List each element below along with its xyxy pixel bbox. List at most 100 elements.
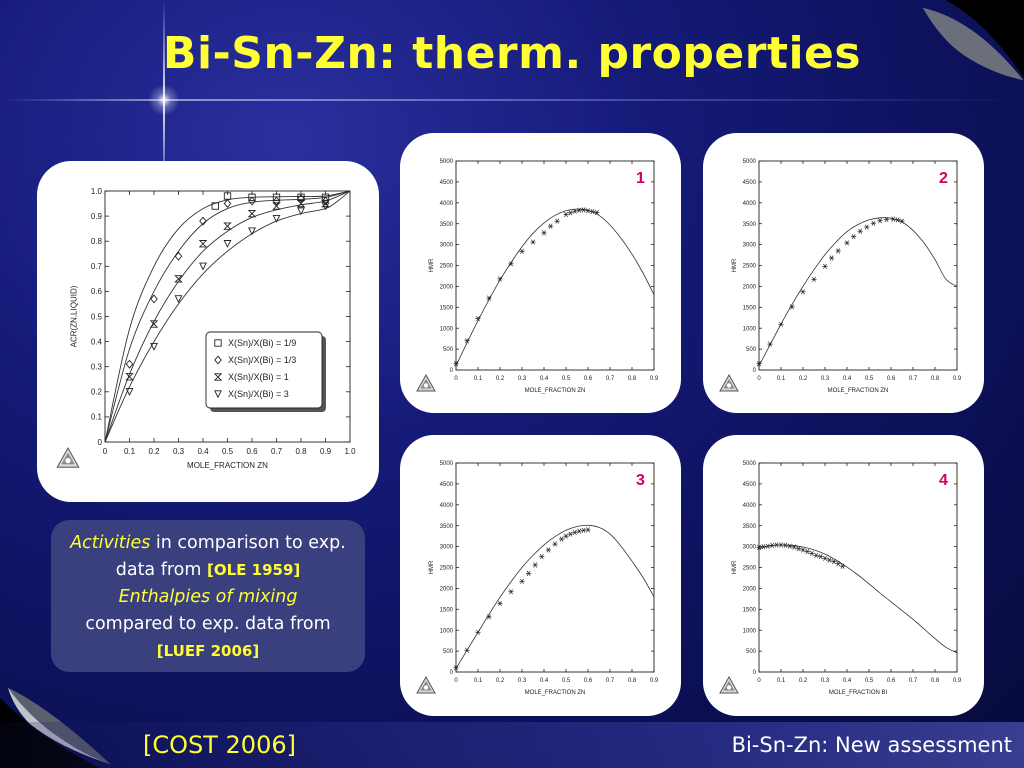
caption-text-1: in comparison to exp. data from [115,533,346,580]
hmr-data-point [585,527,591,533]
activity-data-point [297,194,305,204]
activity-data-point [223,240,232,248]
x-tick-label: 0.5 [865,678,874,684]
hmr-data-point [851,234,857,240]
hmr-data-point [782,542,788,548]
y-tick-label: 0 [450,670,454,676]
x-tick-label: 0.9 [953,376,962,382]
x-tick-label: 1.0 [344,447,356,456]
hmr-data-point [818,554,824,560]
hmr-panel-number: 1 [636,170,645,187]
hmr-data-point [890,216,896,222]
hmr-data-point [831,559,837,565]
x-tick-label: 0.8 [295,447,307,456]
y-tick-label: 3500 [743,524,757,530]
y-tick-label: 1500 [440,305,454,311]
x-axis-label: MOLE_FRACTION BI [829,690,888,696]
hmr-data-point [778,321,784,328]
y-axis-label: HMR [732,258,738,272]
hmr-chart-panel-3: 0 0.1 0.2 0.3 0.4 0.5 0.6 0.7 0.8 0.9 0 500 1000 1500… [400,435,681,716]
activity-curve [104,190,351,443]
y-tick-label: 1000 [440,326,454,332]
hmr-data-point [581,527,587,533]
hmr-chart-panel-1: 0 0.1 0.2 0.3 0.4 0.5 0.6 0.7 0.8 0.9 0 500 1000 1500… [400,133,681,413]
y-tick-label: 2500 [440,566,454,572]
hmr-experimental-points [756,216,905,367]
activity-data-point [321,199,330,208]
x-tick-label: 0 [103,447,108,456]
hmr-data-point [541,230,547,236]
y-tick-label: 3500 [440,222,454,228]
hmr-data-point [822,263,828,269]
plot-frame [758,462,958,673]
hmr-data-point [840,563,846,569]
hmr-data-point [572,208,578,214]
hmr-data-point [767,341,773,347]
y-tick-label: 3500 [440,524,454,530]
hmr-data-point [548,223,554,229]
thermo-calc-logo-icon [56,446,80,468]
hmr-data-point [756,361,762,367]
y-tick-label: 500 [746,347,757,353]
x-tick-label: 0.5 [562,678,571,684]
hmr-data-point [589,208,595,215]
legend-marker [213,373,223,381]
y-tick-label: 0.4 [91,337,103,346]
page-curl-top-right-icon [923,0,1024,80]
hmr-panel-number: 3 [636,472,645,489]
y-tick-label: 4000 [440,503,454,509]
hmr-data-point [475,629,481,635]
hmr-data-point [899,218,905,224]
x-tick-label: 0.7 [271,447,283,456]
x-tick-label: 0.2 [496,678,505,684]
hmr-experimental-points [453,207,600,367]
hmr-experimental-points [453,527,591,671]
activity-data-point [150,342,158,351]
x-tick-label: 0 [757,678,761,684]
hmr-data-point [464,647,470,653]
hmr-data-point [870,220,876,226]
thermo-calc-logo-icon [416,675,436,694]
thermo-calc-logo-icon [719,373,739,392]
y-tick-label: 1500 [440,607,454,613]
caption-text-2: compared to exp. data from [85,614,331,634]
hmr-data-point [585,208,591,214]
x-tick-label: 0.4 [540,376,549,382]
y-tick-label: 5000 [440,461,454,467]
hmr-data-point [576,528,582,534]
y-tick-label: 0 [98,438,103,447]
plot-frame [455,462,655,673]
activity-data-point [247,209,257,218]
caption-enthalpies: Enthalpies of mixing [118,587,298,607]
y-tick-label: 500 [746,649,757,655]
activity-data-point [248,193,256,201]
hmr-data-point [475,315,481,322]
footer-subtitle: Bi-Sn-Zn: New assessment [731,733,1012,757]
activity-series-3 [104,190,351,443]
x-tick-label: 0.1 [474,678,483,684]
x-tick-label: 0.1 [124,447,136,456]
x-tick-label: 0.4 [540,678,549,684]
hmr-data-point [581,207,587,213]
y-tick-label: 0.9 [91,212,103,221]
hmr-calculated-curve [455,524,655,669]
hmr-data-point [760,544,766,550]
hmr-data-point [563,211,569,218]
activity-data-point [125,388,134,397]
x-axis-label: MOLE_FRACTION ZN [525,690,586,696]
y-tick-label: 3500 [743,222,757,228]
x-tick-label: 0.7 [909,678,918,684]
hmr-data-point [453,361,459,367]
activity-data-point [272,196,281,206]
hmr-experimental-points [756,542,846,569]
x-tick-label: 0 [454,678,458,684]
y-tick-label: 0 [753,670,757,676]
x-tick-label: 0.9 [320,447,332,456]
hmr-data-point [813,552,819,558]
thermo-calc-logo-icon [719,675,739,694]
x-tick-label: 0.5 [562,376,571,382]
y-tick-label: 2500 [440,264,454,270]
hmr-data-point [822,555,828,561]
y-tick-label: 2000 [440,285,454,291]
hmr-data-point [800,289,806,295]
